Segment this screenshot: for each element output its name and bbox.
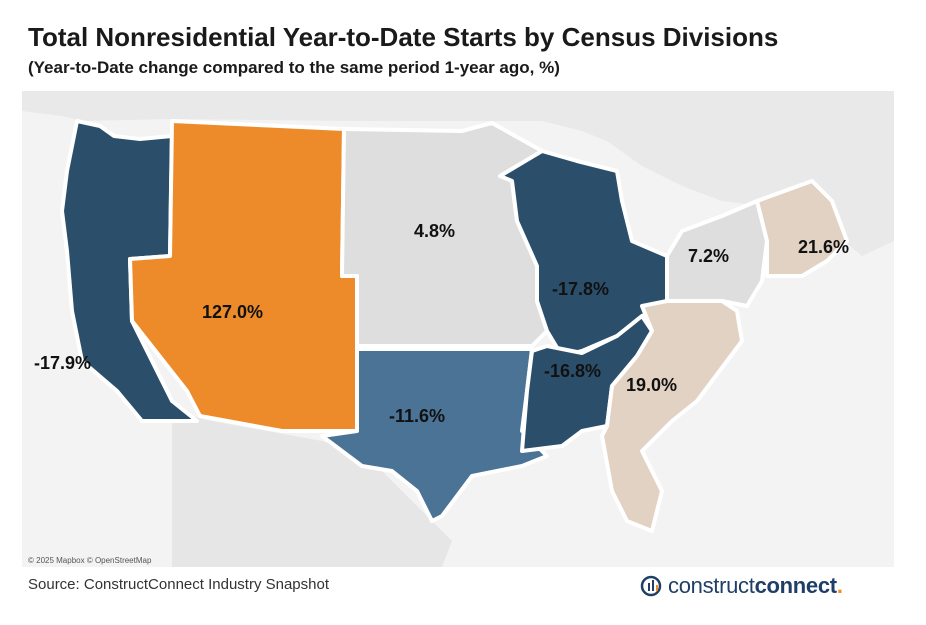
logo-dot: . xyxy=(836,573,843,598)
label-pacific: -17.9% xyxy=(34,353,91,373)
region-middle-atlantic xyxy=(665,199,769,308)
canada-landmass xyxy=(22,91,894,256)
label-west-south-central: -11.6% xyxy=(389,406,445,426)
label-west-north-central: 4.8% xyxy=(414,221,455,241)
label-mountain: 127.0% xyxy=(202,302,263,322)
map-attribution: © 2025 Mapbox © OpenStreetMap xyxy=(28,556,152,565)
chart-subtitle: (Year-to-Date change compared to the sam… xyxy=(28,58,560,77)
mexico-landmass xyxy=(172,411,452,567)
logo-text: constructconnect xyxy=(668,573,837,598)
source-note: Source: ConstructConnect Industry Snapsh… xyxy=(28,576,329,593)
census-division-map: -17.9% 127.0% 4.8% -11.6% -17.8% -16.8% … xyxy=(22,91,894,567)
label-east-north-central: -17.8% xyxy=(552,279,609,299)
region-south-atlantic xyxy=(600,299,744,533)
label-middle-atlantic: 7.2% xyxy=(688,246,729,266)
logo-mark-icon xyxy=(640,575,662,597)
region-new-england xyxy=(755,179,849,278)
constructconnect-logo: constructconnect. xyxy=(640,573,843,599)
label-east-south-central: -16.8% xyxy=(544,361,601,381)
label-new-england: 21.6% xyxy=(798,237,849,257)
label-south-atlantic: 19.0% xyxy=(626,375,677,395)
chart-title: Total Nonresidential Year-to-Date Starts… xyxy=(28,22,779,52)
